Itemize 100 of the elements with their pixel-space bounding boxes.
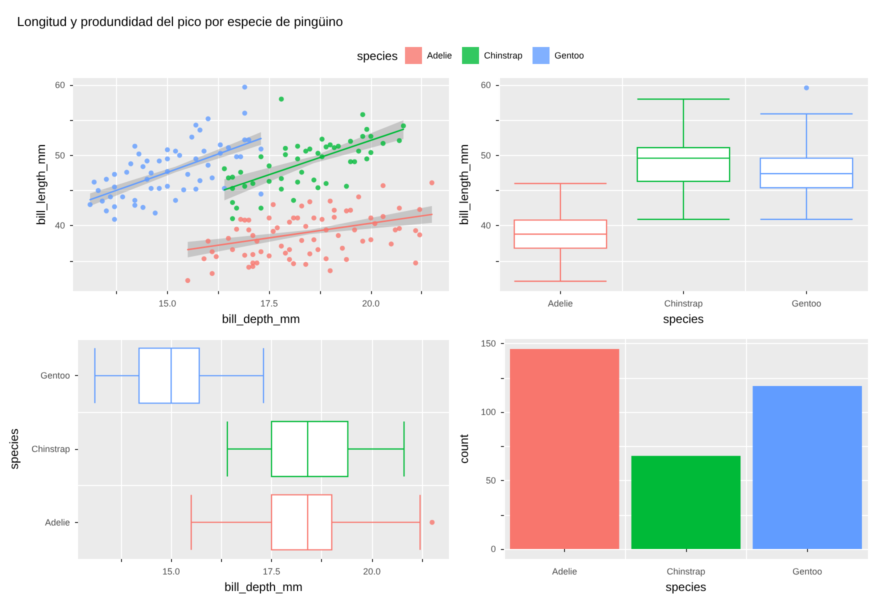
point bbox=[152, 210, 158, 216]
point bbox=[202, 148, 207, 154]
point bbox=[230, 174, 236, 180]
point bbox=[400, 123, 406, 128]
x-tick-label: Gentoo bbox=[792, 566, 822, 576]
x-axis-title: species bbox=[663, 312, 704, 326]
x-tick-label: 15.0 bbox=[158, 298, 176, 309]
point bbox=[218, 142, 223, 148]
point bbox=[266, 178, 272, 184]
point bbox=[360, 112, 366, 118]
point bbox=[173, 198, 178, 203]
point bbox=[332, 145, 337, 150]
point bbox=[177, 152, 182, 158]
point bbox=[258, 206, 264, 211]
point bbox=[303, 148, 308, 154]
point bbox=[100, 198, 105, 204]
point bbox=[226, 175, 231, 180]
y-tick-label: 60 bbox=[54, 80, 65, 90]
x-tick-label: 15.0 bbox=[162, 566, 180, 576]
y-tick-label: 50 bbox=[54, 150, 65, 160]
x-axis-title: bill_depth_mm bbox=[224, 580, 303, 594]
point bbox=[348, 159, 354, 164]
point bbox=[282, 152, 288, 158]
point bbox=[132, 144, 138, 149]
y-axis-title: bill_length_mm bbox=[34, 144, 48, 225]
point bbox=[242, 84, 248, 90]
point bbox=[226, 145, 231, 150]
y-tick-label: 50 bbox=[486, 476, 496, 486]
point bbox=[324, 180, 329, 186]
point bbox=[299, 170, 304, 175]
y-axis-title: count bbox=[457, 434, 471, 464]
point bbox=[148, 170, 154, 176]
point bbox=[242, 184, 248, 189]
x-axis-title: species bbox=[666, 580, 706, 594]
point bbox=[222, 166, 227, 172]
bar bbox=[752, 386, 862, 549]
x-tick-label: Chinstrap bbox=[666, 566, 706, 576]
bar bbox=[510, 349, 620, 549]
point bbox=[156, 158, 162, 164]
point bbox=[140, 164, 146, 170]
point bbox=[132, 202, 138, 208]
point bbox=[112, 184, 118, 190]
point bbox=[352, 159, 358, 164]
legend-label: Adelie bbox=[427, 50, 452, 60]
x-tick-label: 17.5 bbox=[262, 566, 280, 576]
point bbox=[250, 180, 256, 186]
point bbox=[234, 206, 240, 211]
x-tick-label: Gentoo bbox=[792, 298, 822, 309]
point bbox=[278, 176, 284, 182]
y-tick-label: 150 bbox=[480, 338, 496, 349]
y-axis-title: bill_length_mm bbox=[457, 144, 471, 225]
point bbox=[258, 154, 264, 160]
point bbox=[164, 156, 170, 162]
point bbox=[295, 156, 300, 162]
point bbox=[193, 186, 198, 192]
point bbox=[156, 186, 162, 191]
point bbox=[336, 144, 341, 149]
y-tick-label: 40 bbox=[480, 220, 491, 231]
point bbox=[112, 216, 118, 222]
point bbox=[368, 150, 374, 156]
y-tick-label: Gentoo bbox=[40, 370, 70, 381]
point bbox=[238, 170, 244, 175]
x-axis-title: bill_depth_mm bbox=[222, 312, 300, 326]
point bbox=[258, 146, 264, 152]
point bbox=[315, 150, 320, 156]
point bbox=[193, 122, 198, 128]
point bbox=[206, 116, 211, 122]
point bbox=[104, 176, 109, 182]
point bbox=[364, 156, 370, 162]
point bbox=[112, 204, 118, 210]
point bbox=[307, 146, 312, 152]
y-tick-label: Adelie bbox=[44, 517, 70, 528]
y-tick-label: 40 bbox=[54, 220, 65, 231]
y-tick-label: 50 bbox=[480, 150, 491, 160]
y-tick-label: 100 bbox=[480, 407, 496, 418]
legend-label: Gentoo bbox=[554, 50, 584, 60]
point bbox=[356, 148, 362, 154]
point bbox=[197, 178, 202, 184]
point bbox=[295, 180, 300, 185]
point bbox=[266, 163, 272, 168]
point bbox=[210, 175, 215, 180]
x-tick-label: Chinstrap bbox=[664, 298, 703, 309]
chart-title: Longitud y produndidad del pico por especie de pingüino bbox=[17, 14, 343, 29]
point bbox=[278, 186, 284, 192]
point bbox=[344, 184, 349, 189]
y-tick-label: 0 bbox=[490, 544, 496, 554]
point bbox=[258, 192, 264, 197]
point bbox=[164, 147, 170, 152]
point bbox=[193, 156, 198, 162]
point bbox=[278, 96, 284, 102]
point bbox=[197, 128, 202, 133]
point bbox=[148, 186, 154, 191]
y-tick-label: 60 bbox=[480, 80, 491, 90]
point bbox=[291, 198, 296, 203]
bar bbox=[631, 456, 741, 549]
point bbox=[360, 134, 366, 139]
point bbox=[104, 208, 109, 214]
point bbox=[189, 134, 194, 140]
point bbox=[396, 138, 402, 144]
point bbox=[368, 134, 374, 139]
